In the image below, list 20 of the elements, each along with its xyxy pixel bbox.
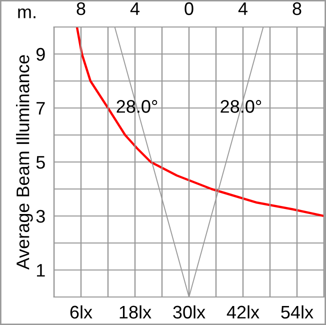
annotation: 28.0°: [220, 100, 262, 113]
x-tick-label: 18lx: [120, 305, 152, 319]
annotation: 28.0°: [116, 100, 158, 113]
x-tick-label: 54lx: [281, 305, 314, 319]
y-tick-label: 1: [37, 264, 45, 277]
x2-tick-label: 4: [130, 2, 140, 15]
x2-tick-label: 4: [238, 2, 248, 15]
y-axis-title: Average Beam Illuminance: [16, 55, 33, 270]
y-tick-label: 5: [36, 156, 45, 169]
x-tick-label: 30lx: [173, 305, 206, 319]
x2-tick-label: 8: [76, 2, 86, 16]
x-tick-label: 42lx: [226, 305, 260, 318]
x2-axis-title: m.: [18, 8, 36, 18]
x2-tick-label: 8: [292, 2, 302, 16]
line-series: [76, 27, 324, 218]
y-tick-label: 3: [36, 210, 45, 223]
x-tick-label: 6lx: [70, 305, 92, 319]
y-tick-label: 7: [36, 102, 45, 115]
y-tick-label: 9: [36, 48, 45, 61]
x2-tick-label: 0: [184, 2, 194, 16]
